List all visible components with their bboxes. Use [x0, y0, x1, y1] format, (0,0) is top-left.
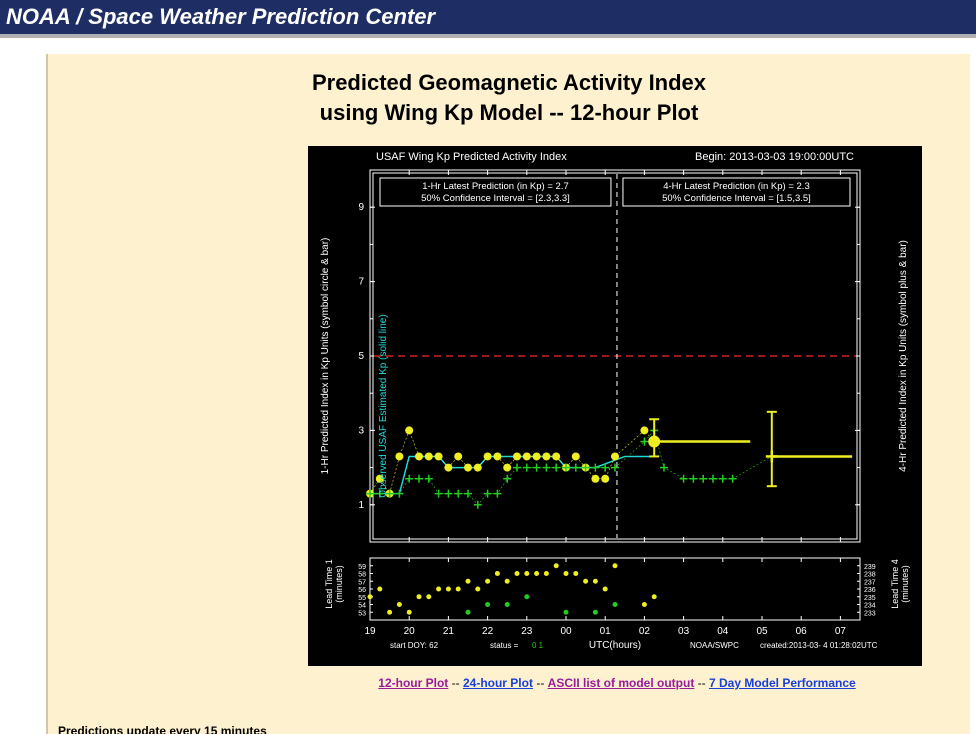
svg-text:20: 20: [404, 626, 416, 637]
svg-text:1-Hr Latest Prediction (in Kp): 1-Hr Latest Prediction (in Kp) = 2.7: [422, 181, 569, 192]
svg-text:233: 233: [864, 610, 876, 617]
sep: --: [698, 676, 709, 690]
svg-text:4-Hr Latest Prediction (in Kp): 4-Hr Latest Prediction (in Kp) = 2.3: [663, 181, 810, 192]
update-note: Predictions update every 15 minutes: [58, 724, 267, 734]
page-title: Predicted Geomagnetic Activity Index usi…: [48, 68, 970, 127]
svg-text:status =: status =: [490, 641, 519, 650]
svg-text:237: 237: [864, 579, 876, 586]
svg-text:Lead Time 4: Lead Time 4: [890, 559, 900, 609]
page-title-line1: Predicted Geomagnetic Activity Index: [48, 68, 970, 98]
svg-text:01: 01: [600, 626, 612, 637]
svg-text:05: 05: [756, 626, 768, 637]
svg-text:start DOY: 62: start DOY: 62: [390, 641, 439, 650]
svg-text:1-Hr Predicted Index in Kp Uni: 1-Hr Predicted Index in Kp Units (symbol…: [320, 238, 331, 475]
chart-links: 12-hour Plot -- 24-hour Plot -- ASCII li…: [310, 676, 924, 690]
svg-text:04: 04: [717, 626, 729, 637]
svg-text:56: 56: [358, 587, 366, 594]
svg-text:55: 55: [358, 595, 366, 602]
svg-text:0 1: 0 1: [532, 641, 544, 650]
svg-text:07: 07: [835, 626, 847, 637]
svg-text:(minutes): (minutes): [334, 565, 344, 603]
svg-text:53: 53: [358, 610, 366, 617]
svg-text:21: 21: [443, 626, 455, 637]
svg-text:238: 238: [864, 572, 876, 579]
svg-text:4-Hr Predicted Index in Kp Uni: 4-Hr Predicted Index in Kp Units (symbol…: [898, 240, 909, 472]
svg-text:57: 57: [358, 579, 366, 586]
svg-text:59: 59: [358, 564, 366, 571]
sep: --: [536, 676, 547, 690]
svg-text:NOAA/SWPC: NOAA/SWPC: [690, 641, 739, 650]
svg-text:54: 54: [358, 603, 366, 610]
link-24hr[interactable]: 24-hour Plot: [463, 676, 533, 690]
link-ascii[interactable]: ASCII list of model output: [548, 676, 695, 690]
svg-text:58: 58: [358, 572, 366, 579]
content-panel: Predicted Geomagnetic Activity Index usi…: [46, 54, 970, 734]
sep: --: [452, 676, 463, 690]
svg-text:created:2013-03- 4 01:28:02UTC: created:2013-03- 4 01:28:02UTC: [760, 641, 878, 650]
svg-text:5: 5: [358, 351, 364, 362]
svg-text:235: 235: [864, 595, 876, 602]
link-12hr[interactable]: 12-hour Plot: [378, 676, 448, 690]
link-7day[interactable]: 7 Day Model Performance: [709, 676, 856, 690]
svg-text:02: 02: [639, 626, 651, 637]
svg-text:1: 1: [358, 500, 364, 511]
page: NOAA / Space Weather Prediction Center P…: [0, 0, 976, 734]
svg-text:50% Confidence Interval = [1: 50% Confidence Interval = [1.5,3.5]: [662, 193, 811, 204]
page-title-line2: using Wing Kp Model -- 12-hour Plot: [48, 98, 970, 128]
svg-text:50% Confidence Interval = [2: 50% Confidence Interval = [2.3,3.3]: [421, 193, 570, 204]
svg-text:Begin: 2013-03-03 19:00:00UTC: Begin: 2013-03-03 19:00:00UTC: [695, 151, 854, 163]
svg-text:00: 00: [560, 626, 572, 637]
svg-text:03: 03: [678, 626, 690, 637]
svg-text:239: 239: [864, 564, 876, 571]
svg-text:22: 22: [482, 626, 494, 637]
svg-text:23: 23: [521, 626, 533, 637]
svg-text:USAF Wing Kp Predicted Activit: USAF Wing Kp Predicted Activity Index: [376, 151, 567, 163]
svg-text:19: 19: [364, 626, 376, 637]
svg-text:(minutes): (minutes): [900, 565, 910, 603]
site-header: NOAA / Space Weather Prediction Center: [0, 0, 976, 38]
svg-text:UTC(hours): UTC(hours): [589, 640, 641, 651]
svg-text:234: 234: [864, 603, 876, 610]
svg-text:236: 236: [864, 587, 876, 594]
svg-text:Lead Time 1: Lead Time 1: [324, 559, 334, 609]
kp-chart: USAF Wing Kp Predicted Activity Index Beg…: [308, 146, 922, 666]
svg-text:9: 9: [358, 202, 364, 213]
site-title: NOAA / Space Weather Prediction Center: [6, 4, 435, 29]
svg-text:7: 7: [358, 277, 364, 288]
svg-text:06: 06: [796, 626, 808, 637]
svg-text:3: 3: [358, 425, 364, 436]
svg-text:Observed USAF Estimated Kp (so: Observed USAF Estimated Kp (solid line): [378, 314, 389, 497]
